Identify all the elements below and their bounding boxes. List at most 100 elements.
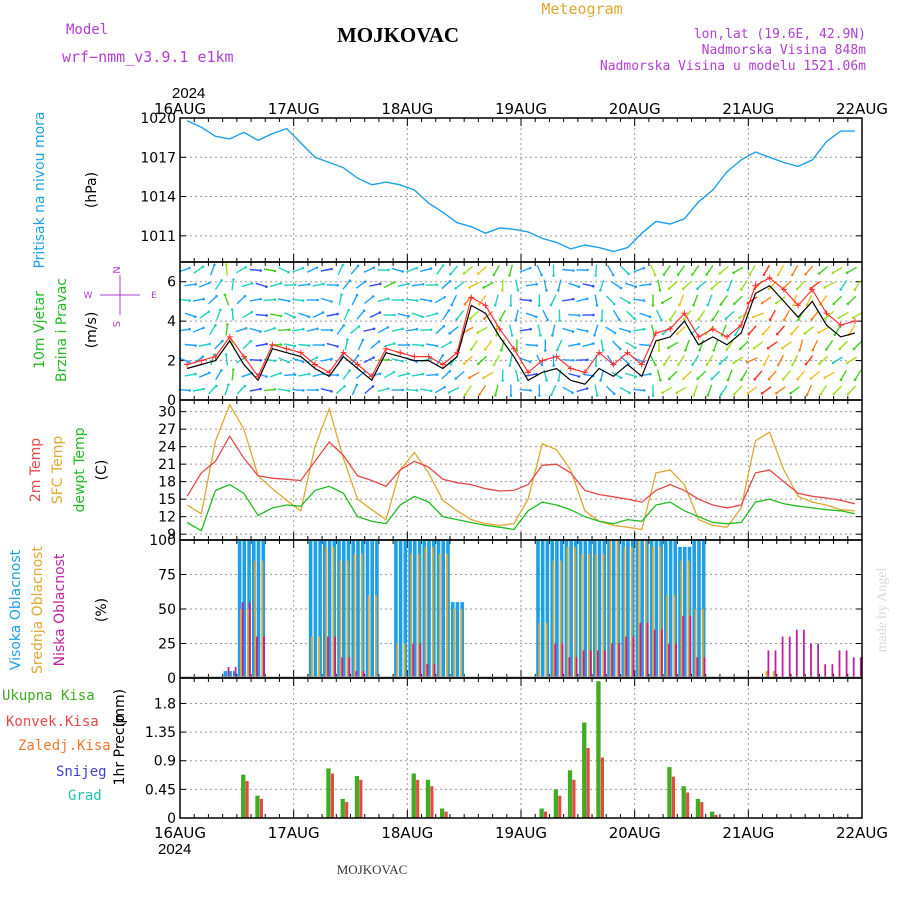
cloud-bar — [652, 546, 654, 678]
wind-barb-head — [577, 342, 581, 346]
cloud-bar — [683, 546, 687, 678]
wind-barb-head — [654, 273, 657, 277]
wind-barb-head — [628, 301, 631, 305]
wind-barb-head — [498, 318, 502, 322]
wind-barb-head — [825, 348, 828, 351]
wind-barb-head — [302, 389, 305, 392]
wind-barb — [777, 354, 785, 366]
wind-barb-head — [852, 347, 856, 351]
cloud-mid-label: Srednja Oblacnost — [30, 546, 46, 674]
wind-barb-head — [401, 270, 404, 273]
wind-barb-head — [265, 285, 268, 289]
cloud-bar — [342, 540, 346, 678]
wind-barb — [363, 267, 375, 273]
wind-barb-head — [407, 282, 410, 286]
wind-barb-head — [371, 385, 375, 388]
wind-barb — [255, 343, 267, 347]
wind-barb-head — [244, 327, 248, 330]
wind-barb — [781, 341, 792, 349]
wind-barb — [537, 324, 542, 336]
wind-barb — [684, 339, 690, 351]
wind-barb — [763, 264, 771, 276]
wind-barb — [320, 388, 332, 392]
wind-barb-head — [265, 375, 268, 378]
wind-gust-marker — [212, 353, 219, 360]
wind-barb — [208, 385, 217, 395]
wind-barb-head — [599, 379, 602, 382]
cloud-bar — [626, 540, 630, 678]
cloud-bar — [597, 540, 602, 678]
x-tick-label-bottom: 20AUG — [609, 824, 661, 842]
wind-barb-head — [230, 308, 234, 311]
cloud-bar — [327, 636, 329, 678]
wind-barb — [707, 384, 713, 396]
wind-barb-head — [201, 265, 205, 269]
cloud-bar — [824, 664, 827, 678]
wind-barb — [625, 282, 637, 288]
wind-barb-head — [356, 354, 360, 358]
wind-barb-head — [219, 308, 222, 312]
wind-barb-head — [627, 272, 630, 276]
wind-barb — [747, 386, 758, 394]
wind-barb-head — [782, 318, 786, 322]
precip-conv-bar — [330, 773, 334, 818]
wind-barb — [342, 370, 351, 380]
wind-barb-head — [676, 332, 679, 336]
wind-barb — [198, 343, 210, 347]
y-tick-label: 9 — [167, 527, 176, 543]
x-tick-label-bottom: 16AUG — [154, 824, 206, 842]
wind-barb — [449, 265, 459, 275]
cloud-bar — [561, 643, 564, 678]
wind-barb — [441, 370, 451, 380]
wind-barb — [306, 356, 318, 364]
lonlat-label: lon,lat (19.6E, 42.9N) — [694, 27, 866, 42]
cloud-bar — [360, 553, 363, 678]
wind-barb — [582, 342, 594, 348]
cloud-bar — [346, 560, 349, 678]
wind-barb-head — [215, 384, 218, 388]
wind-barb-head — [571, 269, 575, 272]
wind-barb-head — [599, 288, 602, 292]
wind-barb — [550, 384, 557, 396]
cloud-bar — [630, 546, 633, 678]
wind-barb-head — [401, 327, 404, 331]
wind-barb — [824, 281, 835, 289]
wind-barb-head — [732, 361, 735, 365]
wind-barb-head — [595, 304, 599, 307]
wind-barb — [337, 264, 344, 276]
wind-barb — [292, 267, 304, 273]
y-tick-label: 1011 — [140, 229, 176, 245]
precip-total-bar — [539, 808, 544, 818]
wind-barb — [619, 386, 630, 394]
cloud-bar — [234, 667, 237, 678]
wind-barb — [483, 281, 494, 289]
t2m-line — [186, 434, 856, 509]
wind-barb — [605, 326, 616, 334]
wind-barb — [363, 328, 375, 332]
wind-barb — [525, 343, 537, 347]
cloud-bar — [375, 540, 379, 678]
wind-barb — [306, 267, 318, 273]
y-tick-label: 0.9 — [154, 754, 176, 770]
wind-barb-head — [683, 318, 686, 321]
wind-barb — [356, 310, 365, 320]
wind-barb — [494, 384, 499, 396]
wind-barb-head — [355, 293, 359, 297]
wind-barb — [525, 373, 537, 377]
cloud-bar — [639, 622, 642, 678]
precip-conv-bar — [544, 811, 548, 818]
wind-barb-head — [462, 272, 466, 275]
wind-barb-head — [443, 385, 446, 389]
wind-barb — [846, 266, 858, 274]
wind-barb — [519, 267, 531, 273]
wind-barb-head — [208, 342, 211, 346]
wind-gust-marker — [780, 286, 787, 293]
wind-gust-marker — [752, 282, 759, 289]
wind-barb-head — [259, 269, 262, 272]
wind-barb-head — [760, 391, 764, 395]
wind-barb-head — [495, 334, 498, 337]
cloud-bar — [362, 671, 365, 678]
wind-gust-marker — [354, 361, 361, 368]
wind-barb — [224, 294, 230, 306]
wind-gust-marker — [539, 357, 546, 364]
